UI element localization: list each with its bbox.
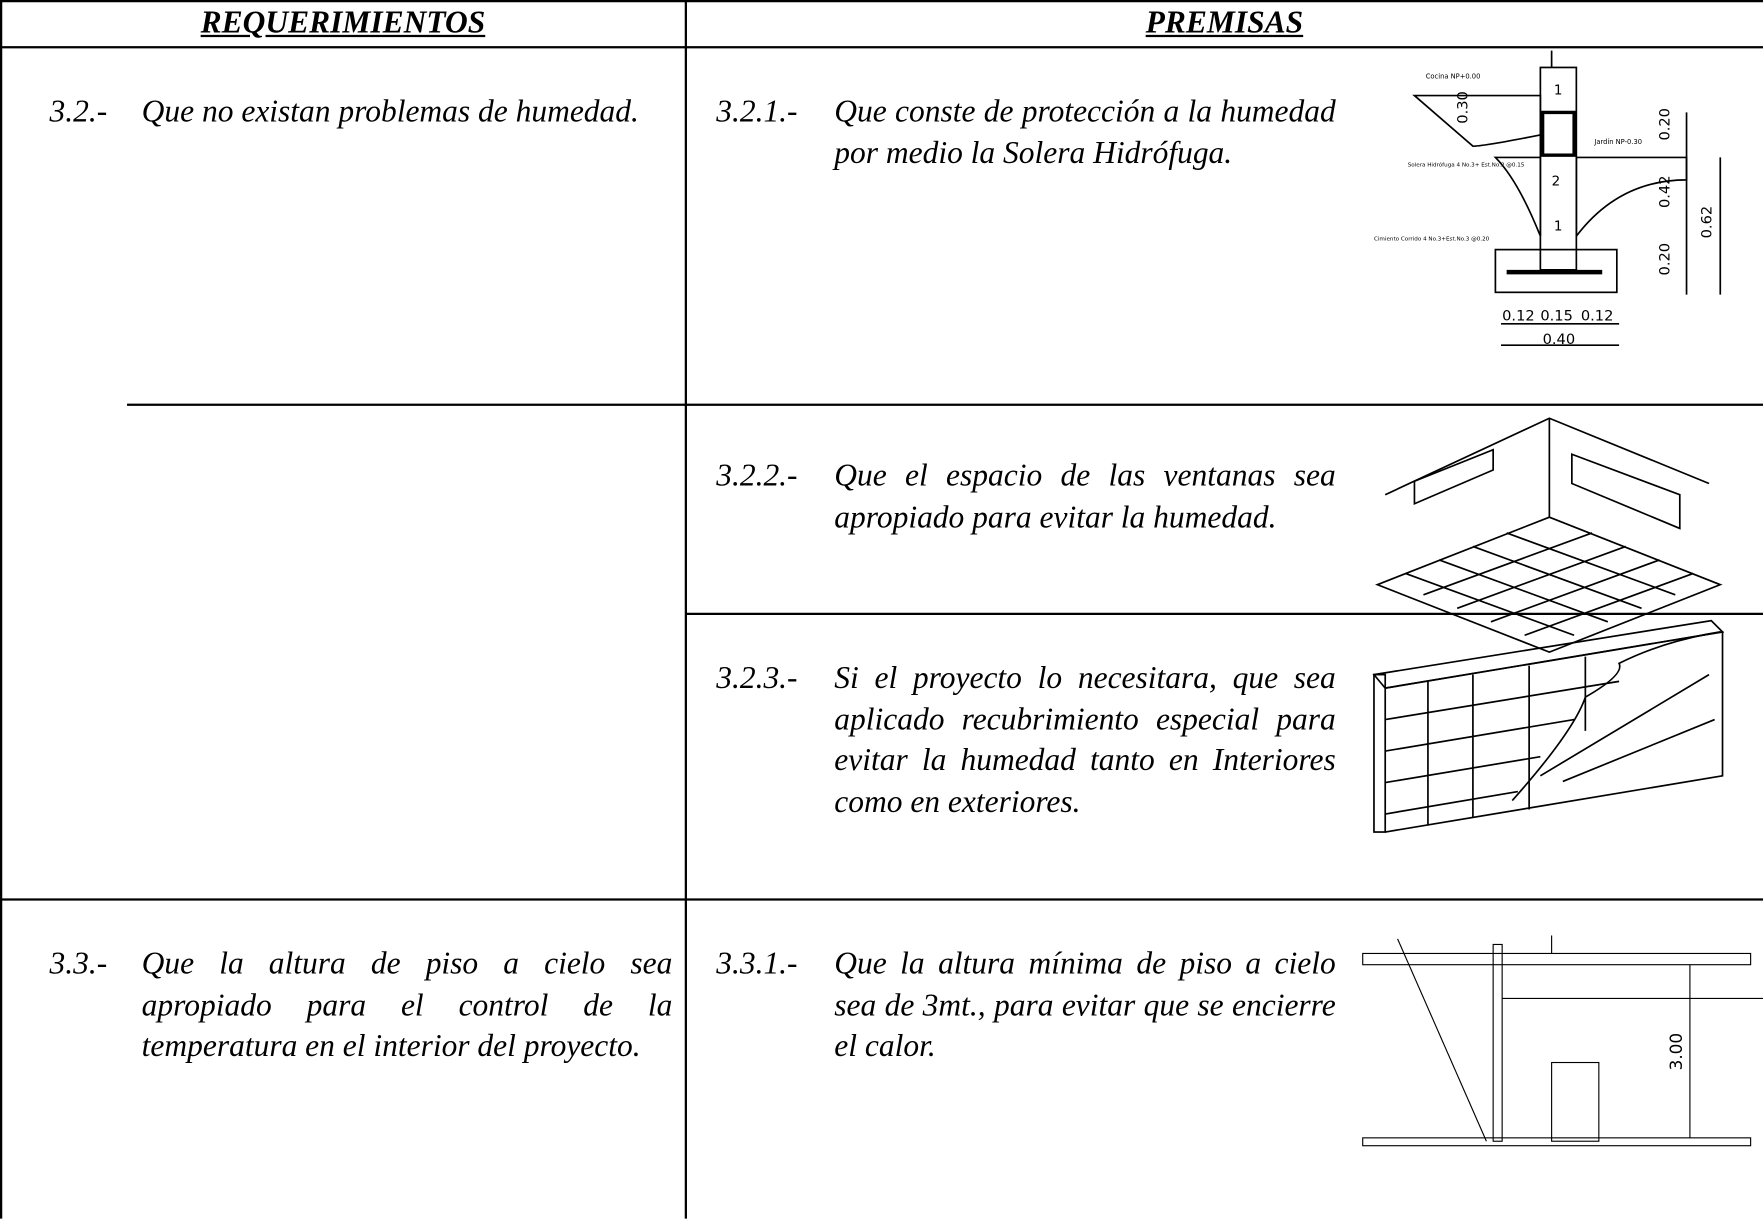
header-requerimientos: REQUERIMIENTOS [200,5,486,41]
figure-wall [1372,619,1725,833]
figure-label: Solera Hidrófuga 4 No.3+ Est.No.2 @0.15 [1408,161,1525,168]
figure-label: 1 [1554,82,1563,98]
requirement-number: 3.2.- [49,94,108,130]
premise-number: 3.2.1.- [716,94,798,130]
premise-number: 3.2.2.- [716,458,798,494]
figure-foundation [1412,50,1722,347]
figure-label: 0.40 [1543,331,1576,348]
figure-label: 2 [1552,174,1561,190]
header-premisas: PREMISAS [1145,5,1304,41]
requirement-text: Que la altura de piso a cielo sea apropi… [141,946,673,1064]
figure-label: Jardín NP-0.30 [1593,138,1642,146]
figure-height [1362,935,1763,1147]
figure-label: 0.15 [1540,307,1573,324]
figure-label: 0.20 [1657,243,1674,276]
figure-label: 0.30 [1454,91,1471,124]
figure-label: 0.12 [1502,307,1535,324]
figure-label: 0.62 [1698,206,1715,239]
requirement-number: 3.3.- [49,946,108,982]
premise-text: Que el espacio de las ventanas sea aprop… [834,458,1336,535]
premise-text: Que conste de protección a la humedad po… [834,94,1336,171]
figure-label: 0.42 [1657,175,1674,208]
premise-number: 3.2.3.- [716,661,798,696]
figure-label: 0.12 [1581,307,1614,324]
figure-windows [1375,417,1723,654]
figure-label: 0.20 [1657,108,1674,141]
figure-label: Cocina NP+0.00 [1426,73,1481,81]
figure-label: Cimiento Corrido 4 No.3+Est.No.3 @0.20 [1374,237,1490,243]
premise-text: Que la altura mínima de piso a cielo sea… [834,946,1336,1064]
figure-label: 3.00 [1666,1033,1686,1071]
requirement-text: Que no existan problemas de humedad. [141,94,639,130]
premise-number: 3.3.1.- [716,946,798,982]
premise-text: Si el proyecto lo necesitara, que sea ap… [834,661,1336,820]
figure-label: 1 [1554,218,1563,234]
